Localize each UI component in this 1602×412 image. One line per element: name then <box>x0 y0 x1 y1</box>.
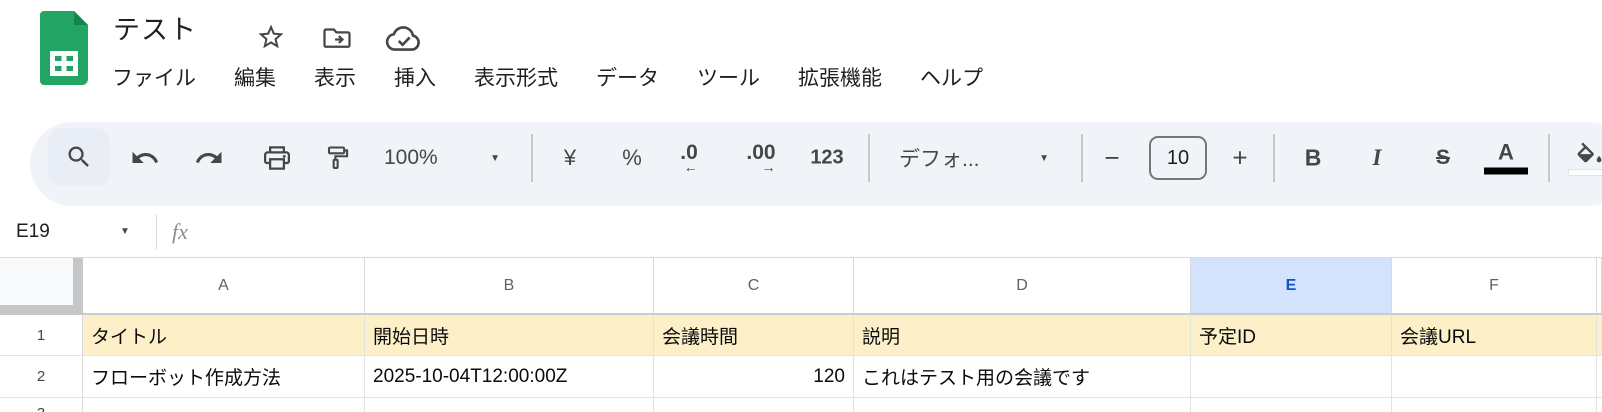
paint-roller-icon <box>327 146 349 169</box>
move-to-folder-icon[interactable] <box>318 21 356 55</box>
zoom-value: 100% <box>384 146 438 169</box>
cloud-saved-icon[interactable] <box>382 21 426 55</box>
percent-format-button[interactable]: % <box>622 145 642 170</box>
row-header-1[interactable]: 1 <box>0 315 83 356</box>
cell-C1[interactable]: 会議時間 <box>654 315 854 356</box>
toolbar-divider <box>531 134 533 182</box>
sheets-logo-icon <box>40 11 88 85</box>
current-text-color-swatch <box>1484 167 1528 175</box>
cell-E2[interactable] <box>1191 356 1392 398</box>
cell-D2[interactable]: これはテスト用の会議です <box>854 356 1191 398</box>
cell-G2-partial[interactable] <box>1597 356 1602 398</box>
increase-decimals-button[interactable]: .00 → <box>746 141 776 175</box>
column-header-G-partial[interactable] <box>1597 258 1602 315</box>
cell-B3[interactable] <box>365 398 654 412</box>
menu-edit[interactable]: 編集 <box>234 62 276 92</box>
fx-icon: fx <box>172 219 188 244</box>
row-header-2[interactable]: 2 <box>0 356 83 398</box>
menu-help[interactable]: ヘルプ <box>920 62 983 92</box>
formula-bar: E19 ▼ fx <box>0 206 1602 258</box>
text-color-button[interactable]: A <box>1484 141 1528 175</box>
cell-C2[interactable]: 120 <box>654 356 854 398</box>
name-box[interactable]: E19 <box>16 206 50 257</box>
cell-B1[interactable]: 開始日時 <box>365 315 654 356</box>
cell-F1[interactable]: 会議URL <box>1392 315 1597 356</box>
menu-insert[interactable]: 挿入 <box>394 62 436 92</box>
undo-button[interactable] <box>130 143 160 173</box>
column-header-A[interactable]: A <box>83 258 365 315</box>
cell-E3[interactable] <box>1191 398 1392 412</box>
toolbar-divider <box>868 134 870 182</box>
menu-tools[interactable]: ツール <box>697 62 760 92</box>
cell-A3[interactable] <box>83 398 365 412</box>
spreadsheet-grid: A B C D E F 1 タイトル 開始日時 会議時間 説明 予定ID 会議U… <box>0 258 1602 412</box>
toolbar-divider <box>1273 134 1275 182</box>
chevron-down-icon: ▼ <box>490 152 500 164</box>
toolbar-divider <box>1548 134 1550 182</box>
cell-E1[interactable]: 予定ID <box>1191 315 1392 356</box>
chevron-down-icon: ▼ <box>120 226 130 237</box>
freeze-column-handle[interactable] <box>73 258 83 305</box>
menu-file[interactable]: ファイル <box>112 62 196 92</box>
menu-extensions[interactable]: 拡張機能 <box>798 62 882 92</box>
menu-view[interactable]: 表示 <box>314 62 356 92</box>
column-header-D[interactable]: D <box>854 258 1191 315</box>
menu-format[interactable]: 表示形式 <box>474 62 558 92</box>
arrow-right-icon: → <box>761 159 776 175</box>
cell-A1[interactable]: タイトル <box>83 315 365 356</box>
freeze-row-handle[interactable] <box>0 305 83 315</box>
decrease-font-size-button[interactable]: − <box>1104 142 1120 173</box>
toolbar-divider <box>1081 134 1083 182</box>
menu-bar: ファイル 編集 表示 挿入 表示形式 データ ツール 拡張機能 ヘルプ <box>112 57 983 97</box>
formula-bar-divider <box>156 215 157 249</box>
cell-G1-partial[interactable] <box>1597 315 1602 356</box>
decrease-decimals-button[interactable]: .0 ← <box>680 141 698 175</box>
search-icon <box>68 146 89 167</box>
menu-data[interactable]: データ <box>596 62 659 92</box>
cell-G3-partial[interactable] <box>1597 398 1602 412</box>
bold-button[interactable]: B <box>1304 144 1322 171</box>
undo-icon <box>132 151 159 163</box>
star-button[interactable] <box>254 20 288 54</box>
paint-bucket-icon <box>1577 142 1602 163</box>
column-header-C[interactable]: C <box>654 258 854 315</box>
paint-format-button[interactable] <box>322 144 350 172</box>
toolbar <box>30 122 1602 206</box>
cell-A2[interactable]: フローボット作成方法 <box>83 356 365 398</box>
redo-icon <box>195 151 222 163</box>
cell-C3[interactable] <box>654 398 854 412</box>
cell-F3[interactable] <box>1392 398 1597 412</box>
italic-button[interactable]: I <box>1372 145 1382 170</box>
document-title[interactable]: テスト <box>113 15 197 45</box>
column-header-B[interactable]: B <box>365 258 654 315</box>
more-formats-button[interactable]: 123 <box>810 146 844 169</box>
row-header-3[interactable]: 3 <box>0 398 83 412</box>
column-header-F[interactable]: F <box>1392 258 1597 315</box>
redo-button[interactable] <box>194 143 224 173</box>
name-box-dropdown[interactable]: ▼ <box>120 206 130 257</box>
fill-color-button[interactable] <box>1568 140 1602 176</box>
increase-font-size-button[interactable]: + <box>1232 142 1248 173</box>
currency-format-button[interactable]: ¥ <box>563 145 577 170</box>
strikethrough-button[interactable]: S <box>1435 146 1451 169</box>
chevron-down-icon: ▼ <box>1039 152 1049 164</box>
cell-F2[interactable] <box>1392 356 1597 398</box>
print-icon <box>264 146 290 170</box>
print-button[interactable] <box>262 143 292 173</box>
cell-D1[interactable]: 説明 <box>854 315 1191 356</box>
search-menus-button[interactable] <box>48 128 110 186</box>
cell-B2[interactable]: 2025-10-04T12:00:00Z <box>365 356 654 398</box>
font-family-selector[interactable]: デフォ... ▼ <box>893 136 1055 180</box>
arrow-left-icon: ← <box>683 159 698 175</box>
formula-input[interactable] <box>210 212 1590 252</box>
current-fill-color-swatch <box>1568 169 1602 176</box>
font-name: デフォ... <box>899 148 980 171</box>
select-all-corner[interactable] <box>0 258 73 305</box>
column-header-E-selected[interactable]: E <box>1191 258 1392 315</box>
font-size-input[interactable]: 10 <box>1149 136 1207 180</box>
zoom-control[interactable]: 100% ▼ <box>378 136 506 180</box>
cell-D3[interactable] <box>854 398 1191 412</box>
